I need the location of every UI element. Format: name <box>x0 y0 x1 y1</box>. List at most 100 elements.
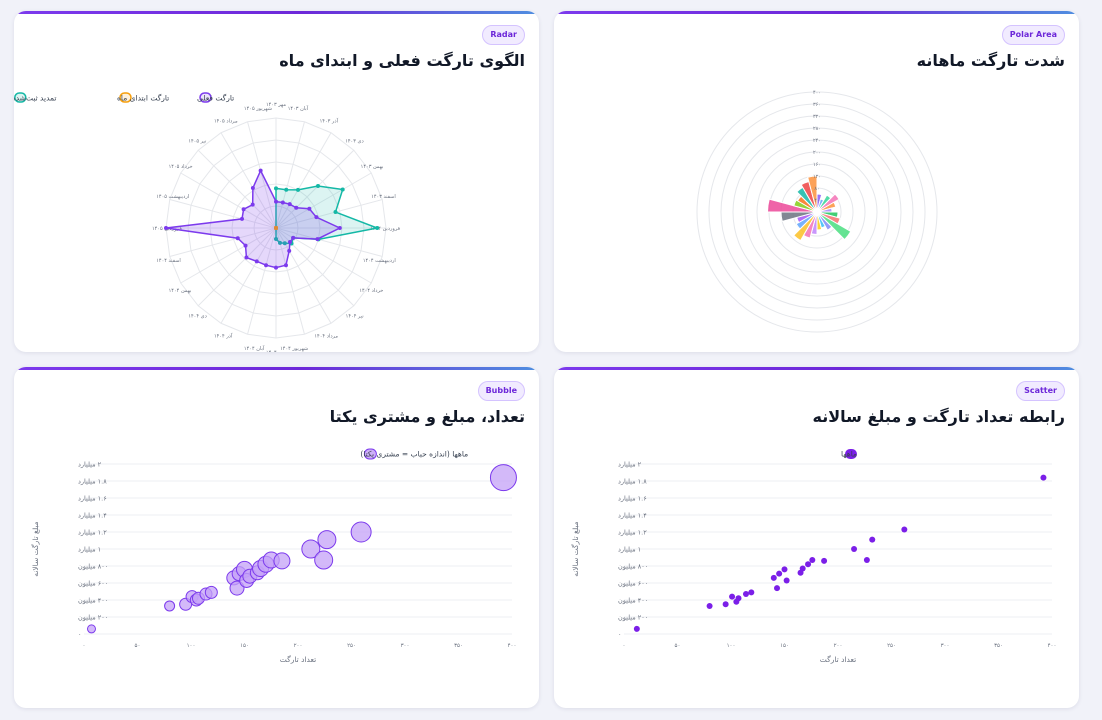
y-tick-label: ۰ <box>618 631 622 639</box>
y-tick-label: ۱.۶ میلیارد <box>618 495 647 503</box>
radar-category-label: تیر ۱۴۰۴ <box>346 314 365 320</box>
radar-point <box>274 265 278 270</box>
radar-category-label: دی ۱۴۰۴ <box>188 314 206 320</box>
radar-category-label: مهر ۱۴۰۴ <box>266 350 286 352</box>
radar-point <box>314 215 319 220</box>
y-tick-label: ۱.۶ میلیارد <box>78 495 107 503</box>
radar-category-label: اردیبهشت ۱۴۰۴ <box>363 258 396 264</box>
scatter-chart: ۰ ۲۰۰ میلیون ۴۰۰ میلیون ۶۰۰ میلیون ۸۰۰ میلیو… <box>571 449 1056 664</box>
bubble-point <box>86 624 96 634</box>
legend-swatch <box>119 92 132 103</box>
polar-grid-ring <box>744 139 890 285</box>
bubble-point <box>317 530 337 550</box>
scatter-point <box>735 595 742 602</box>
radar-point <box>333 210 338 215</box>
radar-point <box>274 226 278 230</box>
polar-tick-label: ۳۶۰ <box>813 102 821 108</box>
y-axis-title: مبلغ تارگت سالانه <box>31 521 40 576</box>
polar-area-chart-card: Polar Area شدت تارگت ماهانه ۴۰ ۸۰ ۱۲۰ ۱۶۰ ۲۰… <box>554 11 1079 352</box>
radar-point <box>243 243 248 248</box>
x-tick-label: ۳۰۰ <box>401 643 410 649</box>
scatter-point <box>1040 474 1047 481</box>
radar-category-label: شهریور ۱۴۰۵ <box>244 106 272 112</box>
radar-point <box>316 183 321 188</box>
x-tick-label: ۲۵۰ <box>347 643 356 649</box>
radar-spoke <box>275 172 372 229</box>
radar-point <box>294 205 299 210</box>
polar-grid-ring <box>708 103 926 321</box>
chart-points <box>86 464 517 634</box>
radar-point <box>250 185 255 190</box>
scatter-point <box>633 625 640 632</box>
polar-segment <box>816 211 833 231</box>
radar-category-label: اردیبهشت ۱۴۰۵ <box>156 194 189 200</box>
bubble-point <box>273 552 291 570</box>
radar-point <box>280 200 285 205</box>
scatter-point <box>706 602 713 609</box>
card-title: رابطه تعداد تارگت و مبلغ سالانه <box>812 407 1066 426</box>
chart-type-badge: Polar Area <box>1001 25 1065 45</box>
y-tick-label: ۱.۴ میلیارد <box>78 512 107 520</box>
chart-grid <box>84 463 512 635</box>
y-tick-label: ۲ میلیارد <box>618 461 642 469</box>
radar-point <box>274 237 278 241</box>
radar-point <box>274 186 278 191</box>
card-accent-bar <box>14 11 539 14</box>
y-tick-label: ۱.۸ میلیارد <box>618 478 647 486</box>
y-tick-label: ۱.۸ میلیارد <box>78 478 107 486</box>
radar-point <box>264 263 269 268</box>
y-tick-label: ۰ <box>78 631 82 639</box>
radar-point <box>288 240 293 245</box>
radar-point <box>274 199 278 204</box>
x-tick-label: ۲۵۰ <box>887 643 896 649</box>
polar-segments <box>766 175 852 242</box>
scatter-point <box>774 585 781 592</box>
y-axis-title: مبلغ تارگت سالانه <box>571 521 580 576</box>
x-tick-label: ۳۰۰ <box>941 643 950 649</box>
x-tick-label: ۵۰ <box>675 643 681 649</box>
radar-category-label: مرداد ۱۴۰۴ <box>314 333 338 339</box>
chart-type-badge: Scatter <box>1016 381 1065 401</box>
card-title: الگوی تارگت فعلی و ابتدای ماه <box>279 51 525 70</box>
legend-label: تارگت ابتدای ماه <box>117 94 169 103</box>
radar-point <box>164 226 168 230</box>
radar-point <box>250 202 255 207</box>
radar-category-label: فروردین ۱۴۰۴ <box>370 226 400 232</box>
y-tick-label: ۱.۲ میلیارد <box>78 529 107 537</box>
radar-point <box>283 263 288 268</box>
legend-label: تمدید ثبت‌شده <box>14 94 56 103</box>
radar-spoke <box>197 227 277 307</box>
radar-point <box>235 236 240 241</box>
polar-grid-ring <box>732 127 902 297</box>
radar-chart-card: Radar الگوی تارگت فعلی و ابتدای ماه مهر … <box>14 11 539 352</box>
polar-segment <box>795 211 818 230</box>
x-tick-label: ۱۵۰ <box>780 643 789 649</box>
radar-spoke <box>275 227 383 257</box>
radar-spoke <box>275 227 305 335</box>
radar-grid <box>165 117 387 339</box>
radar-spoke <box>275 132 332 229</box>
radar-category-label: آبان ۱۴۰۴ <box>244 345 265 352</box>
bubble-point <box>204 585 218 599</box>
radar-category-label: بهمن ۱۴۰۳ <box>361 164 384 170</box>
y-tick-label: ۸۰۰ میلیون <box>618 563 648 571</box>
polar-segment <box>816 211 852 241</box>
y-tick-label: ۴۰۰ میلیون <box>618 597 648 605</box>
scatter-point <box>821 557 828 564</box>
polar-tick-label: ۸۰ <box>814 186 819 192</box>
bubble-point <box>350 521 372 543</box>
radar-spoke <box>197 149 277 229</box>
bubble-point <box>301 539 321 559</box>
x-tick-label: ۳۵۰ <box>454 643 463 649</box>
scatter-point <box>729 593 736 600</box>
radar-category-label: آبان ۱۴۰۳ <box>288 105 309 112</box>
radar-point <box>340 187 345 192</box>
legend-swatch <box>199 92 212 103</box>
chart-legend: ماهها (اندازه حباب = مشتری یکتا) <box>360 448 468 460</box>
polar-tick-label: ۲۰۰ <box>813 150 821 156</box>
legend-label: ماهها <box>841 450 857 459</box>
radar-category-label: دی ۱۴۰۳ <box>345 138 363 144</box>
y-tick-label: ۲۰۰ میلیون <box>78 614 108 622</box>
radar-point <box>307 206 312 211</box>
polar-tick-label: ۲۴۰ <box>813 138 821 144</box>
